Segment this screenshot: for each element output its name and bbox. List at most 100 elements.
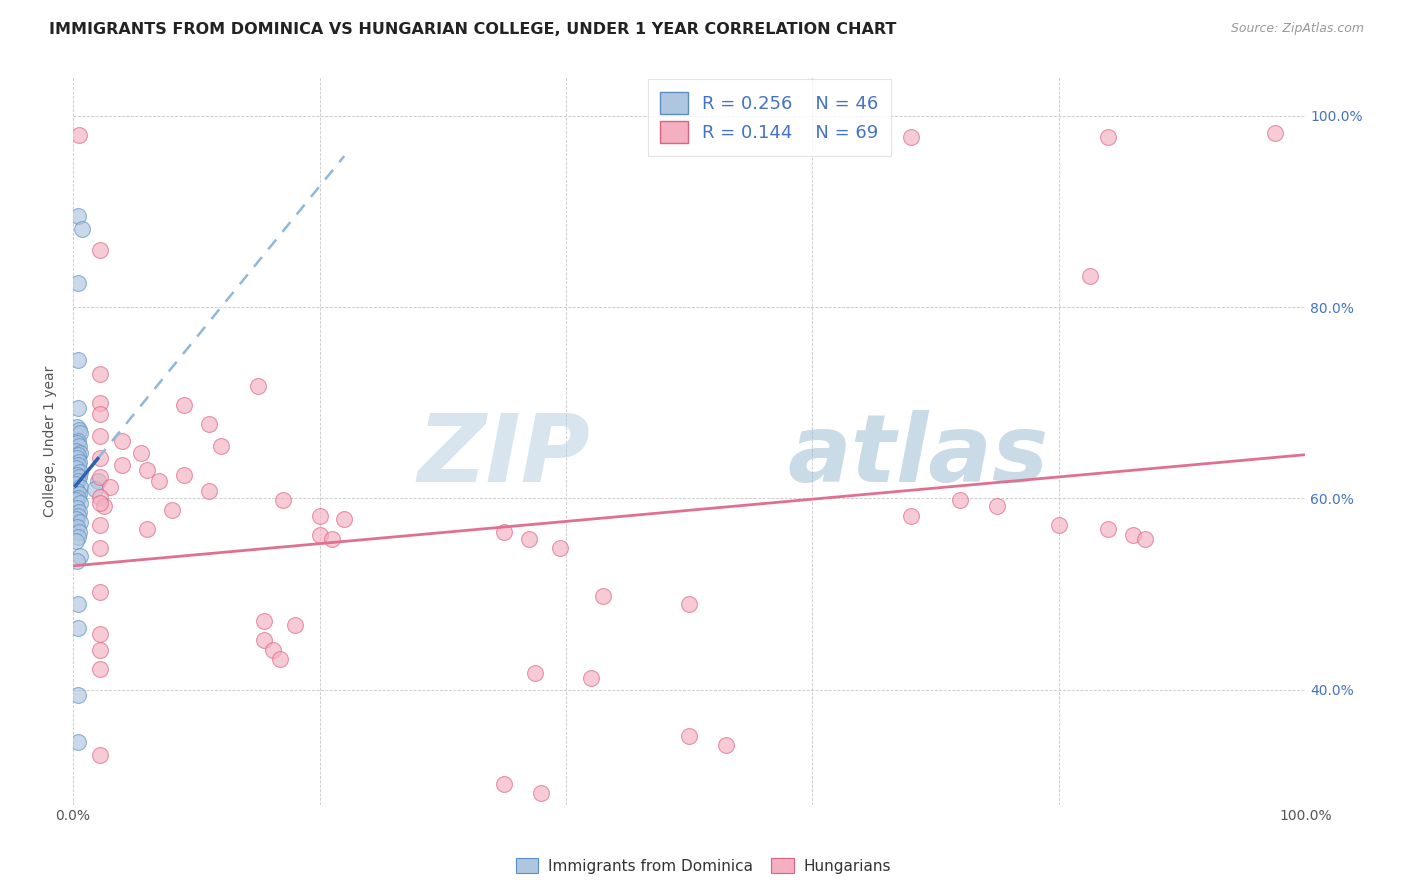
Point [69, 516, 91, 530]
Point [66, 352, 89, 367]
Point [66, 520, 89, 534]
Legend: Immigrants from Dominica, Hungarians: Immigrants from Dominica, Hungarians [509, 852, 897, 880]
Point [87, 474, 110, 488]
Point [1047, 518, 1070, 533]
Point [900, 129, 922, 144]
Point [111, 434, 134, 448]
Point [530, 786, 553, 800]
Point [949, 493, 972, 508]
Point [269, 652, 291, 666]
Point [67, 455, 90, 469]
Point [494, 524, 516, 539]
Text: IMMIGRANTS FROM DOMINICA VS HUNGARIAN COLLEGE, UNDER 1 YEAR CORRELATION CHART: IMMIGRANTS FROM DOMINICA VS HUNGARIAN CO… [49, 22, 897, 37]
Point [579, 671, 602, 685]
Point [65, 512, 87, 526]
Point [89, 429, 111, 443]
Point [1122, 528, 1144, 542]
Point [253, 614, 276, 628]
Point [69, 549, 91, 563]
Point [1135, 532, 1157, 546]
Point [246, 378, 269, 392]
Point [197, 417, 219, 431]
Point [89, 662, 111, 676]
Point [89, 407, 111, 421]
Point [89, 642, 111, 657]
Point [89, 490, 111, 504]
Point [69, 496, 91, 510]
Point [136, 522, 159, 536]
Point [173, 398, 195, 412]
Point [69, 426, 91, 441]
Text: Source: ZipAtlas.com: Source: ZipAtlas.com [1230, 22, 1364, 36]
Text: atlas: atlas [787, 409, 1049, 501]
Point [89, 747, 111, 762]
Point [160, 503, 183, 517]
Point [67, 505, 90, 519]
Point [66, 508, 89, 523]
Point [89, 627, 111, 641]
Point [494, 776, 516, 790]
Point [66, 209, 89, 223]
Text: ZIP: ZIP [418, 409, 591, 501]
Point [284, 617, 307, 632]
Point [308, 528, 330, 542]
Point [308, 508, 330, 523]
Point [65, 477, 87, 491]
Point [716, 739, 738, 753]
Point [89, 451, 111, 466]
Point [66, 401, 89, 415]
Point [129, 445, 152, 459]
Point [89, 470, 111, 484]
Point [93, 499, 115, 513]
Point [197, 483, 219, 498]
Point [66, 501, 89, 516]
Point [678, 729, 700, 743]
Point [67, 470, 90, 484]
Point [67, 423, 90, 437]
Point [65, 443, 87, 458]
Point [66, 451, 89, 466]
Point [66, 434, 89, 448]
Point [517, 532, 540, 546]
Point [173, 467, 195, 482]
Point [89, 367, 111, 381]
Point [65, 534, 87, 549]
Point [1264, 126, 1286, 140]
Point [66, 621, 89, 635]
Point [65, 460, 87, 475]
Point [66, 688, 89, 702]
Point [333, 512, 356, 526]
Point [136, 463, 159, 477]
Point [89, 496, 111, 510]
Point [66, 483, 89, 498]
Point [70, 221, 93, 235]
Point [1097, 522, 1119, 536]
Point [986, 499, 1008, 513]
Point [69, 445, 91, 459]
Point [98, 480, 121, 494]
Point [66, 735, 89, 749]
Point [89, 518, 111, 533]
Point [67, 486, 90, 500]
Point [209, 439, 232, 453]
Point [66, 458, 89, 472]
Point [89, 541, 111, 556]
Y-axis label: College, Under 1 year: College, Under 1 year [44, 366, 58, 516]
Point [66, 467, 89, 482]
Point [66, 419, 89, 434]
Point [548, 541, 571, 556]
Point [592, 589, 614, 603]
Point [66, 554, 89, 568]
Point [66, 597, 89, 611]
Point [66, 491, 89, 506]
Point [89, 243, 111, 257]
Point [1097, 129, 1119, 144]
Point [111, 458, 134, 472]
Point [66, 436, 89, 450]
Point [69, 465, 91, 479]
Point [89, 396, 111, 410]
Legend: R = 0.256    N = 46, R = 0.144    N = 69: R = 0.256 N = 46, R = 0.144 N = 69 [648, 79, 891, 156]
Point [66, 276, 89, 290]
Point [66, 530, 89, 544]
Point [1078, 269, 1101, 284]
